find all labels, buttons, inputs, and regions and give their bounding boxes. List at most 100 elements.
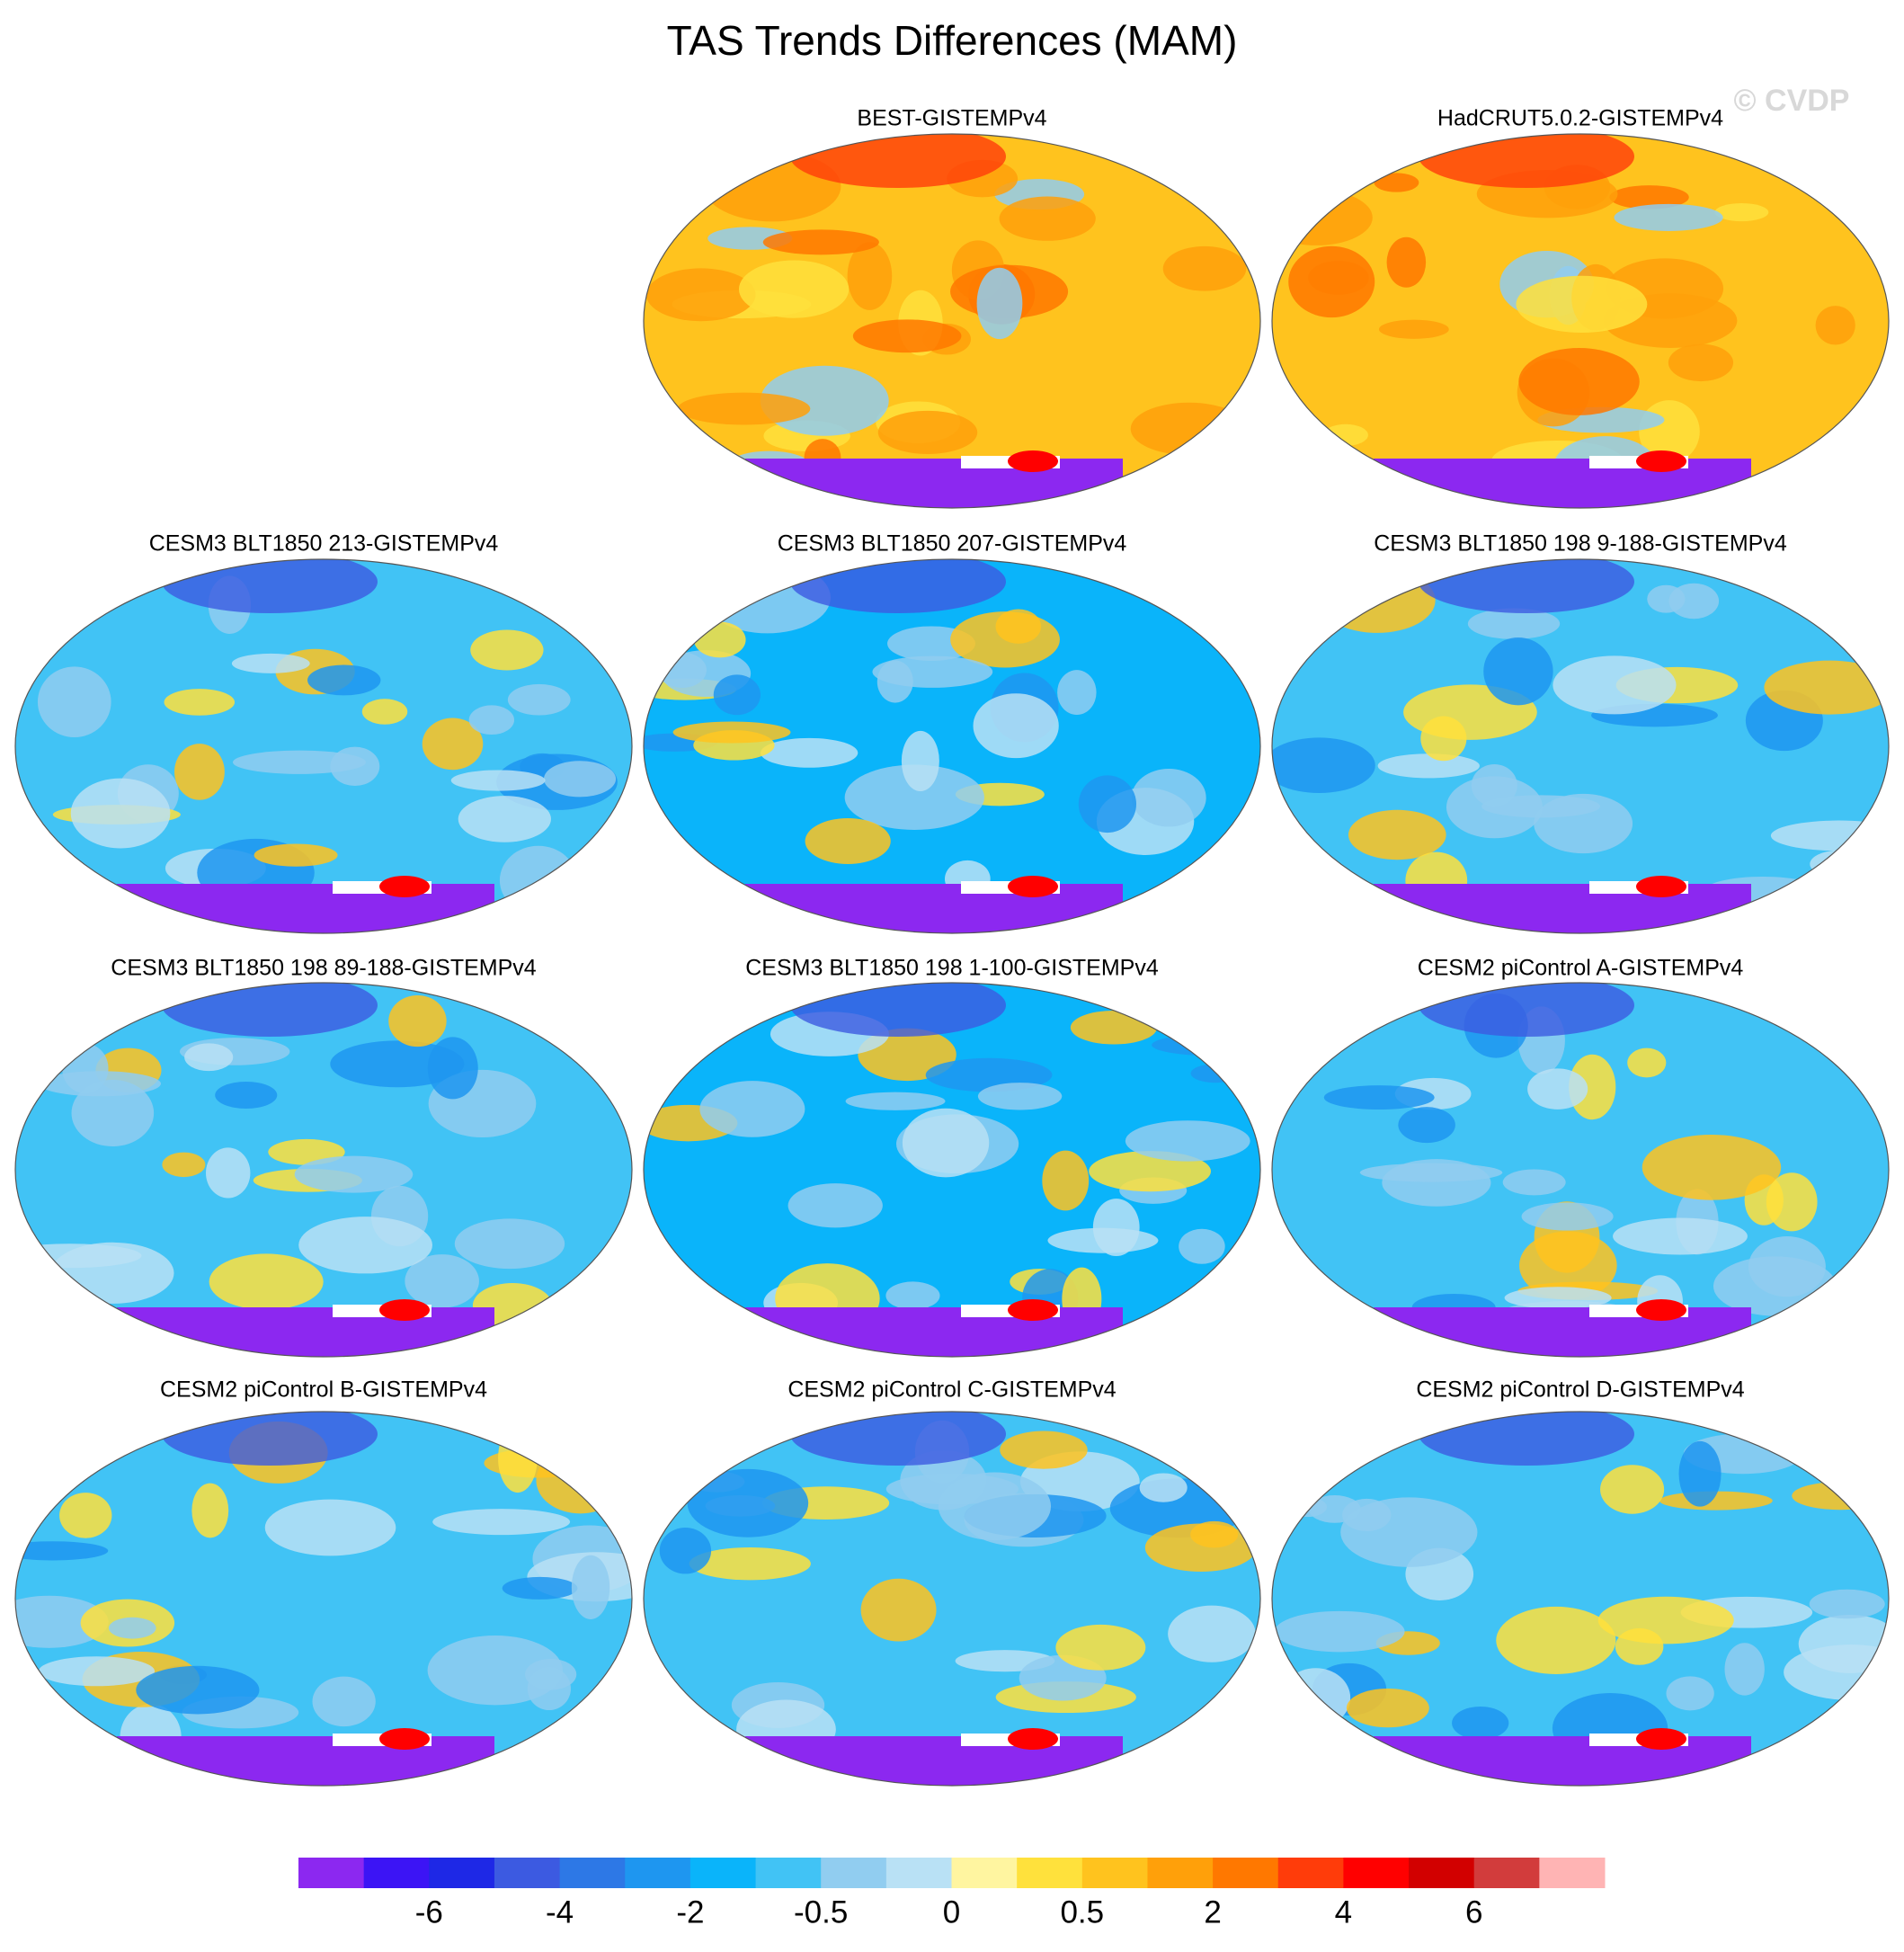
map-field bbox=[999, 196, 1096, 241]
map-field bbox=[1636, 450, 1686, 472]
map-field bbox=[1614, 203, 1723, 231]
panel-title: CESM3 BLT1850 207-GISTEMPv4 bbox=[778, 531, 1127, 557]
antarctica bbox=[745, 884, 1123, 933]
map-field bbox=[1518, 348, 1640, 415]
map-field bbox=[1272, 737, 1375, 794]
map-field bbox=[206, 1147, 251, 1199]
map-field bbox=[845, 1092, 946, 1110]
map-field bbox=[1308, 1495, 1361, 1523]
map-field bbox=[556, 1304, 621, 1325]
colorbar-box bbox=[1277, 1858, 1344, 1888]
map-field bbox=[1713, 1256, 1837, 1316]
map-panel bbox=[1272, 559, 1889, 933]
colorbar-label: -2 bbox=[676, 1894, 704, 1930]
map-field bbox=[1272, 873, 1357, 905]
map-panel bbox=[15, 983, 632, 1357]
map-field bbox=[59, 1493, 112, 1538]
map-field bbox=[1078, 775, 1137, 833]
map-field bbox=[1144, 1523, 1257, 1573]
antarctica bbox=[745, 1736, 1123, 1786]
map-field bbox=[1636, 876, 1686, 897]
map-field bbox=[1340, 1497, 1478, 1567]
map-field bbox=[71, 1079, 155, 1147]
map-field bbox=[877, 410, 978, 454]
map-field bbox=[1794, 579, 1865, 615]
map-field bbox=[1678, 1440, 1722, 1507]
colorbar-label: -6 bbox=[415, 1894, 443, 1930]
map-field bbox=[1714, 203, 1769, 222]
map-field bbox=[470, 629, 544, 671]
colorbar-box bbox=[1147, 1858, 1214, 1888]
map-field bbox=[760, 737, 859, 768]
colorbar-box bbox=[1473, 1858, 1540, 1888]
map-field bbox=[1810, 850, 1871, 878]
map-field bbox=[1008, 450, 1058, 472]
map-field bbox=[787, 1183, 883, 1228]
colorbar-box bbox=[690, 1858, 757, 1888]
map-field bbox=[108, 1617, 156, 1639]
map-field bbox=[1042, 1150, 1090, 1211]
map-field bbox=[860, 1578, 937, 1642]
map-field bbox=[1534, 793, 1633, 854]
map-field bbox=[1057, 670, 1097, 715]
map-field bbox=[565, 995, 613, 1048]
map-field bbox=[450, 770, 546, 791]
map-field bbox=[307, 664, 381, 696]
map-field bbox=[298, 1217, 432, 1274]
map-field bbox=[1609, 185, 1689, 209]
map-field bbox=[852, 319, 962, 353]
map-field bbox=[1766, 1172, 1818, 1232]
map-field bbox=[1452, 1706, 1509, 1740]
colorbar-label: 0 bbox=[943, 1894, 960, 1930]
map-field bbox=[379, 876, 430, 897]
map-field bbox=[164, 689, 236, 716]
map-panel bbox=[644, 134, 1260, 508]
map-field bbox=[1190, 1064, 1241, 1083]
map-field bbox=[844, 764, 984, 830]
watermark: © CVDP bbox=[1734, 84, 1850, 118]
map-field bbox=[1272, 190, 1373, 245]
map-outline bbox=[14, 1411, 633, 1787]
map-field bbox=[1519, 1231, 1617, 1300]
colorbar-box bbox=[951, 1858, 1018, 1888]
map-panel bbox=[15, 559, 632, 933]
map-field bbox=[468, 705, 515, 735]
map-field bbox=[37, 666, 111, 738]
map-field bbox=[231, 653, 310, 673]
map-field bbox=[1668, 583, 1720, 619]
panel-title: CESM2 piControl D-GISTEMPv4 bbox=[1416, 1377, 1744, 1403]
map-field bbox=[1130, 402, 1248, 456]
map-field bbox=[1162, 245, 1247, 291]
map-outline bbox=[14, 558, 633, 934]
map-field bbox=[1446, 776, 1544, 839]
colorbar-box bbox=[429, 1858, 495, 1888]
map-field bbox=[713, 674, 761, 716]
map-outline bbox=[643, 558, 1261, 934]
antarctica bbox=[1374, 1307, 1751, 1357]
map-field bbox=[1516, 275, 1648, 334]
map-field bbox=[536, 1447, 625, 1514]
map-field bbox=[1569, 1054, 1616, 1120]
map-field bbox=[1668, 343, 1734, 382]
map-field bbox=[1502, 1169, 1566, 1196]
map-field bbox=[1636, 1299, 1686, 1321]
map-field bbox=[454, 1218, 565, 1270]
antarctica bbox=[117, 1307, 494, 1357]
map-field bbox=[1374, 173, 1419, 192]
map-field bbox=[427, 1037, 478, 1100]
map-field bbox=[1815, 306, 1855, 345]
antarctica bbox=[1374, 1736, 1751, 1786]
colorbar-box bbox=[1409, 1858, 1475, 1888]
map-field bbox=[738, 260, 850, 318]
colorbar-box bbox=[1213, 1858, 1279, 1888]
map-background bbox=[1272, 983, 1889, 1357]
map-field bbox=[507, 683, 571, 716]
map-field bbox=[1642, 1134, 1782, 1200]
map-field bbox=[1378, 319, 1449, 339]
map-field bbox=[422, 718, 484, 771]
map-field bbox=[1000, 1431, 1088, 1469]
map-panel bbox=[1272, 983, 1889, 1357]
map-field bbox=[405, 1254, 479, 1308]
map-field bbox=[1070, 1011, 1158, 1045]
